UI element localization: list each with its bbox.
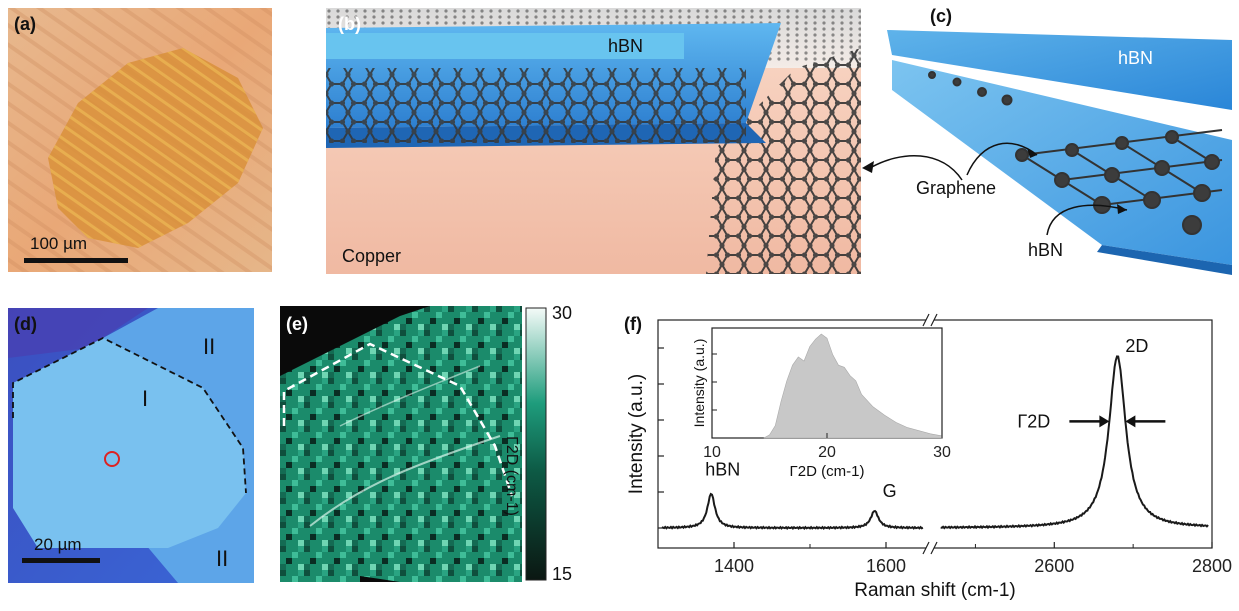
inset-x-label: Γ2D (cm-1) — [790, 463, 865, 480]
panel-c-illustration — [872, 0, 1232, 280]
fwhm-label: Γ2D — [1017, 411, 1050, 431]
panel-d-micrograph — [8, 308, 254, 583]
graphene-lattice-c — [928, 71, 1223, 235]
colorbar-label: Γ2D (cm-1) — [503, 436, 520, 516]
copper-label: Copper — [342, 246, 402, 266]
flake-boundary-d — [12, 336, 247, 494]
panel-a-micrograph — [8, 8, 272, 272]
x-tick-label: 2800 — [1192, 556, 1232, 576]
inset-x-tick-label: 20 — [818, 444, 836, 461]
axis-break-mark — [922, 541, 930, 555]
hbn-label-b: hBN — [608, 36, 644, 56]
graphene-label: Graphene — [916, 178, 997, 198]
region-i-label: I — [142, 386, 149, 411]
panel-b-label: (b) — [338, 14, 361, 34]
peak-label-hbn: hBN — [705, 460, 740, 480]
hbn-top-label-c: hBN — [1118, 48, 1154, 68]
raman-spectrum-plot: 1400 1600 2600 2800 hBN G 2D Γ2D Raman shift (cm… — [626, 313, 1232, 601]
flake-boundary-e — [282, 342, 514, 497]
panel-e-map — [280, 306, 547, 582]
inset-y-label: Intensity (a.u.) — [691, 339, 707, 428]
peak-label-2d: 2D — [1125, 336, 1148, 356]
peak-label-g: G — [883, 481, 897, 501]
hbn-bottom-label-c: hBN — [1028, 240, 1064, 260]
panel-d: (d) I II II 20 µm — [8, 308, 254, 583]
x-axis-label: Raman shift (cm-1) — [854, 580, 1016, 601]
arrow-to-b — [862, 161, 874, 173]
fwhm-arrowhead-right — [1125, 415, 1136, 428]
inset-histogram — [763, 333, 943, 439]
region-i-flake — [13, 338, 246, 548]
axis-break-mark — [930, 313, 938, 327]
graphene-on-copper — [706, 48, 861, 274]
region-ii-bottom-label: II — [216, 546, 229, 571]
scalebar-a — [24, 258, 128, 263]
arrow-hbn-c — [1046, 204, 1128, 236]
panel-d-label: (d) — [14, 314, 37, 334]
panel-a-label: (a) — [14, 14, 36, 34]
fwhm-arrowhead-left — [1099, 415, 1110, 428]
spectrum-line-right — [940, 355, 1209, 530]
panel-c-label: (c) — [930, 6, 952, 26]
colorbar-max: 30 — [552, 306, 573, 323]
inset-x-tick-label: 30 — [933, 444, 951, 461]
x-tick-label: 2600 — [1034, 556, 1074, 576]
axis-break-mark — [922, 313, 930, 327]
scalebar-d-label: 20 µm — [34, 535, 82, 554]
arrow-graphene-b — [872, 154, 963, 181]
measurement-spot — [104, 451, 120, 467]
panel-f-label: (f) — [624, 314, 642, 334]
panel-b: (b) hBN Copper — [326, 8, 861, 274]
panel-b-illustration — [326, 8, 861, 274]
colorbar-min: 15 — [552, 564, 573, 584]
inset-x-tick-label: 10 — [703, 444, 721, 461]
axis-break-gap-1 — [926, 542, 934, 554]
axis-break-mark — [930, 541, 938, 555]
panel-c: (c) hBN Graphene hBN — [872, 0, 1232, 280]
region-ii-top-label: II — [203, 334, 216, 359]
scalebar-d — [22, 558, 100, 563]
x-tick-label: 1400 — [714, 556, 754, 576]
hbn-bottom-slab — [892, 60, 1232, 265]
panel-f: 1400 1600 2600 2800 hBN G 2D Γ2D Raman shift (cm… — [612, 300, 1239, 611]
scalebar-a-label: 100 µm — [30, 234, 88, 253]
spectrum-line-left — [661, 492, 924, 531]
x-tick-label: 1600 — [866, 556, 906, 576]
y-axis-label: Intensity (a.u.) — [626, 374, 647, 494]
axis-break-gap-0 — [926, 314, 934, 326]
plot-frame — [657, 319, 1213, 549]
panel-a: (a) 100 µm — [8, 8, 272, 272]
panel-e-label: (e) — [286, 314, 308, 334]
hbn-top-slab — [887, 30, 1232, 110]
panel-e: (e) 30 15 Γ2D (cm-1) — [280, 306, 602, 586]
colorbar — [525, 307, 547, 581]
